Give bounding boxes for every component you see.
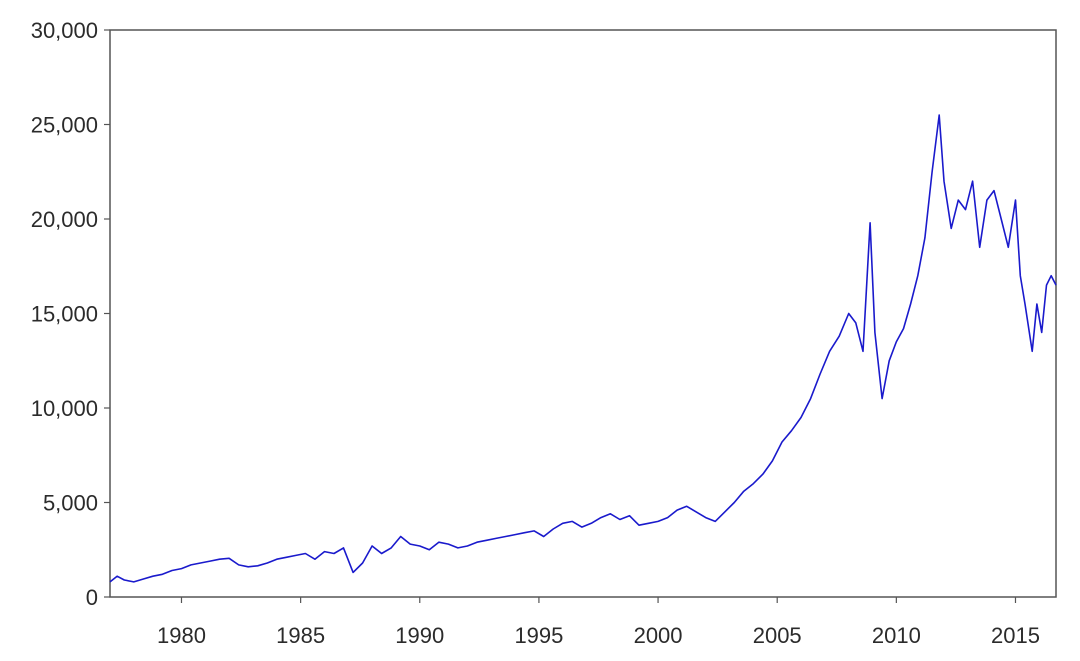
y-tick-label: 25,000 bbox=[31, 113, 98, 138]
y-tick-label: 30,000 bbox=[31, 18, 98, 43]
x-tick-label: 1990 bbox=[395, 623, 444, 648]
x-tick-label: 2005 bbox=[753, 623, 802, 648]
x-tick-label: 1985 bbox=[276, 623, 325, 648]
x-axis: 1980 1985 1990 1995 2000 2005 2010 2015 bbox=[157, 597, 1040, 648]
y-tick-label: 0 bbox=[86, 585, 98, 610]
y-tick-label: 15,000 bbox=[31, 302, 98, 327]
x-tick-label: 1980 bbox=[157, 623, 206, 648]
y-axis: 0 5,000 10,000 15,000 20,000 25,000 30,000 bbox=[31, 18, 110, 610]
x-tick-label: 2015 bbox=[991, 623, 1040, 648]
y-tick-label: 5,000 bbox=[43, 491, 98, 516]
series-layer bbox=[109, 114, 1057, 583]
y-tick-label: 20,000 bbox=[31, 207, 98, 232]
series-line bbox=[109, 114, 1057, 583]
x-tick-label: 1995 bbox=[514, 623, 563, 648]
y-tick-label: 10,000 bbox=[31, 396, 98, 421]
plot-area-frame bbox=[109, 29, 1057, 598]
x-tick-label: 2000 bbox=[634, 623, 683, 648]
x-tick-label: 2010 bbox=[872, 623, 921, 648]
